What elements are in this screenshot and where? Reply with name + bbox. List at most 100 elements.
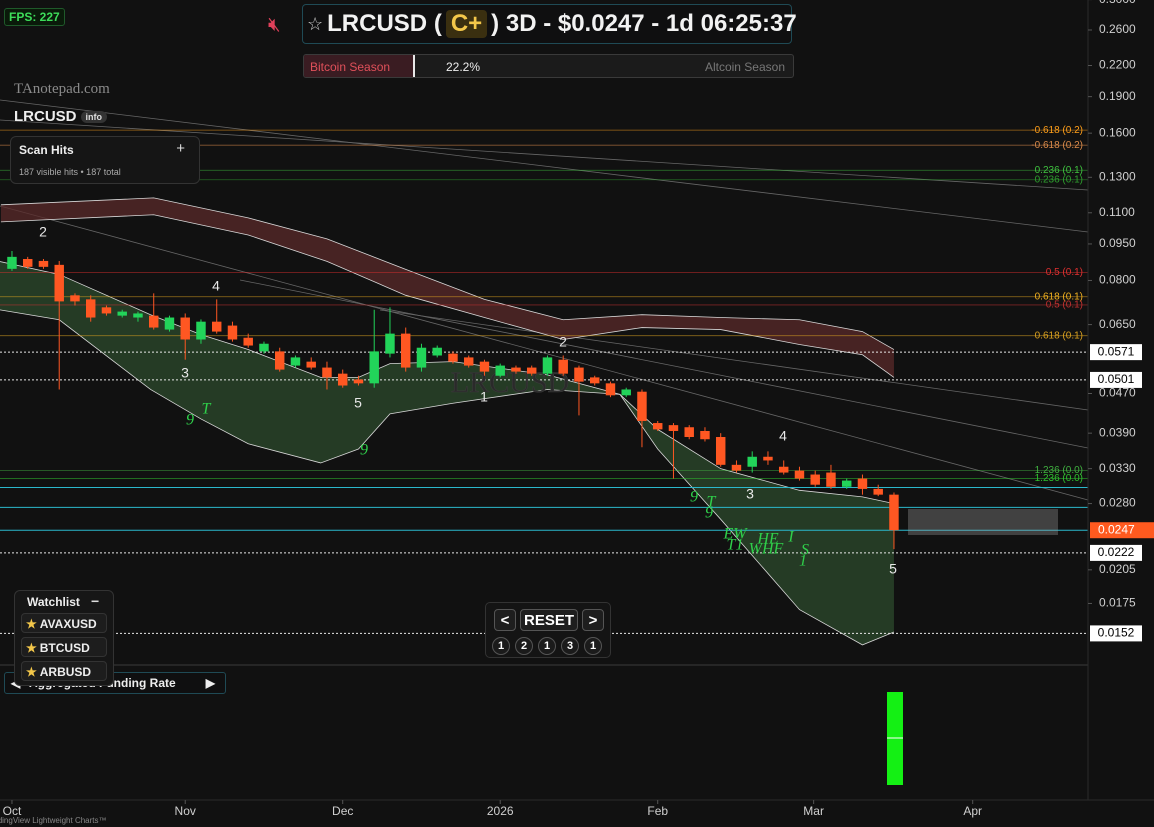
price-line-box [1090, 544, 1142, 561]
attribution: TradingView Lightweight Charts™ [0, 816, 107, 825]
scan-add[interactable]: + [176, 140, 185, 157]
candle-body [652, 423, 663, 430]
candle-body [558, 359, 568, 374]
y-tick-label: 0.0390 [1099, 425, 1136, 439]
watchlist-item[interactable]: ★ AVAXUSD [21, 613, 107, 633]
pane-next[interactable]: ▶ [205, 676, 215, 690]
last-price-box [1090, 522, 1154, 539]
candle-body [778, 466, 789, 473]
candle-body [668, 425, 679, 431]
candle-body [196, 321, 206, 340]
candle-body [684, 427, 694, 438]
step-counter[interactable]: 3 [561, 637, 579, 655]
fps-counter: FPS: 227 [4, 8, 65, 26]
scan-summary: 187 visible hits • 187 total [19, 167, 121, 177]
symbol: AVAXUSD [39, 617, 97, 631]
info-button[interactable]: info [80, 111, 107, 124]
candle-body [841, 480, 852, 487]
symbol: LRCUSD [327, 10, 428, 37]
mute-button[interactable]: 🔇︎ [268, 14, 281, 36]
candle-body [227, 325, 238, 340]
candle-body [747, 456, 757, 467]
signal-label: 1 [799, 553, 807, 570]
x-tick-label: Oct [3, 804, 22, 818]
y-tick-label: 0.0950 [1099, 236, 1136, 250]
trend-line [239, 279, 1089, 449]
candle-body [495, 365, 505, 376]
candle-body [826, 472, 836, 487]
fib-label: 0.5 (0.1) [1046, 300, 1083, 311]
candle-body [322, 367, 332, 378]
y-tick-label: 0.0470 [1099, 386, 1136, 400]
candle-body [243, 337, 253, 346]
symbol: ARBUSD [39, 665, 92, 679]
candle-body [542, 357, 553, 374]
fib-label: 0.236 (0.1) [1035, 165, 1083, 176]
candle-body [763, 456, 773, 461]
fib-label: 0.236 (0.1) [1035, 174, 1083, 185]
price-line-label: 0.0571 [1098, 344, 1135, 358]
candle-body [731, 464, 742, 471]
step-counter[interactable]: 1 [538, 637, 556, 655]
candle-body [38, 260, 49, 267]
watermark: LRCUSD [451, 366, 569, 399]
scan-hits-panel: Scan Hits + 187 visible hits • 187 total [10, 136, 200, 184]
candle-body [385, 333, 395, 354]
candle-body [101, 307, 112, 314]
trend-line [379, 309, 1089, 411]
fib-label: 1.236 (0.0) [1035, 473, 1083, 484]
price-line-label: 0.0501 [1098, 372, 1135, 386]
step-counter[interactable]: 1 [492, 637, 510, 655]
price-line-box [1090, 625, 1142, 642]
watchlist-title: Watchlist [27, 595, 80, 609]
candle-body [148, 315, 159, 328]
signal-label: I [787, 529, 794, 546]
wave-label: 4 [779, 428, 787, 444]
signal-label: 9 [186, 412, 194, 429]
season-fill [304, 55, 415, 77]
favorite-star[interactable]: ☆ [307, 13, 324, 34]
prev-button[interactable]: < [494, 609, 516, 631]
x-tick-label: 2026 [487, 804, 514, 818]
step-counter[interactable]: 1 [584, 637, 602, 655]
signal-label: EW [722, 526, 748, 543]
clouds [0, 197, 895, 646]
candle-body [274, 351, 285, 370]
volume-profile [908, 509, 1058, 535]
next-button[interactable]: > [582, 609, 604, 631]
season-left: Bitcoin Season [310, 60, 391, 74]
candles [7, 250, 899, 550]
candle-body [211, 321, 222, 332]
grade: C+ [445, 10, 488, 38]
candle-body [873, 488, 883, 495]
y-tick-label: 0.0650 [1099, 317, 1136, 331]
cloud-edge [0, 309, 895, 646]
signal-label: T [202, 401, 212, 418]
symbol-badge: LRCUSD info [14, 108, 107, 125]
candle-body [133, 313, 143, 318]
x-tick-label: Apr [963, 804, 982, 818]
step-counter[interactable]: 2 [515, 637, 533, 655]
candle-body [574, 367, 584, 382]
season-right: Altcoin Season [704, 60, 785, 74]
watchlist-item[interactable]: ★ ARBUSD [21, 661, 107, 681]
season-share: 22.2% [446, 60, 481, 74]
x-tick-label: Mar [803, 804, 824, 818]
cloud-edge [0, 214, 895, 378]
star-icon: ★ [26, 617, 37, 631]
signal-label: WHF [749, 541, 784, 558]
price-line-box [1090, 344, 1142, 361]
candle-body [810, 474, 820, 485]
scan-title: Scan Hits [19, 143, 74, 157]
signal-label: 9 [360, 442, 368, 459]
signal-label: 9 [705, 505, 713, 522]
watchlist-collapse[interactable]: − [91, 593, 100, 609]
watchlist-item[interactable]: ★ BTCUSD [21, 637, 107, 657]
candle-body [605, 383, 616, 396]
paren: ) [491, 10, 500, 37]
candle-body [479, 361, 490, 372]
reset-button[interactable]: RESET [520, 609, 578, 631]
